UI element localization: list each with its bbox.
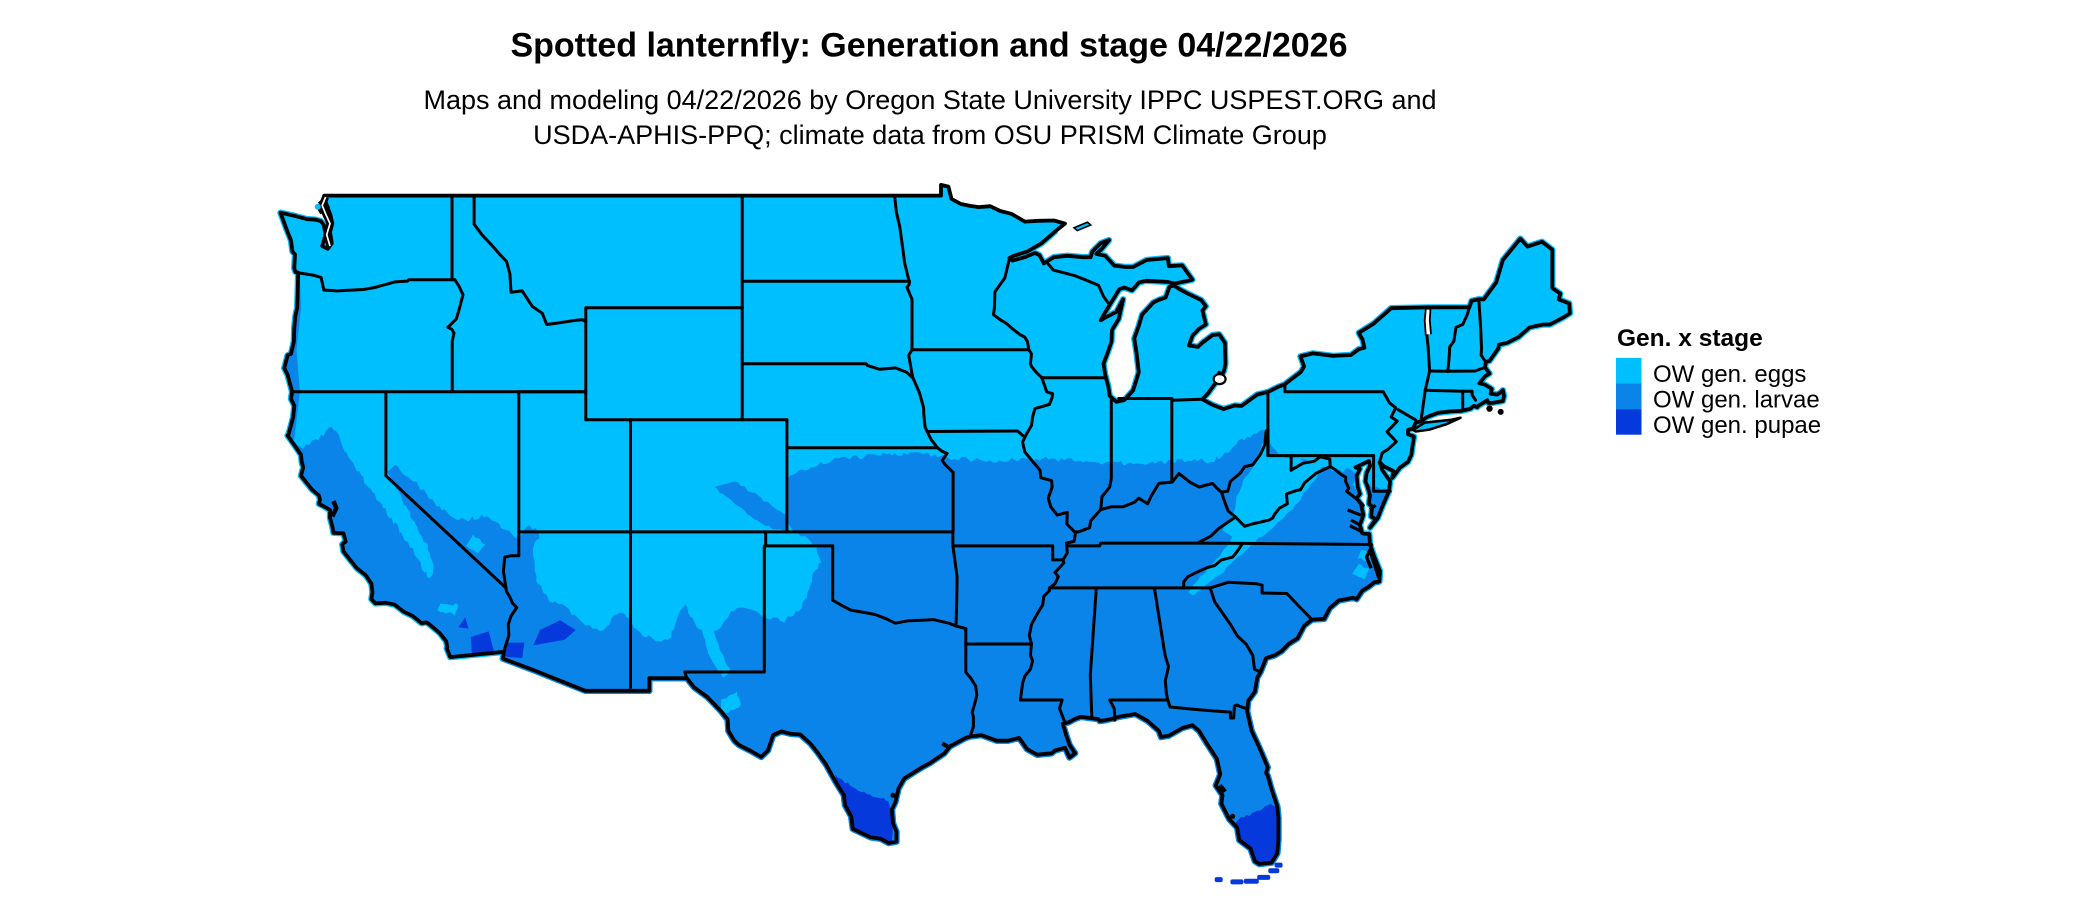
svg-text:Maps and modeling 04/22/2026 b: Maps and modeling 04/22/2026 by Oregon S…	[423, 85, 1436, 115]
svg-text:OW gen. eggs: OW gen. eggs	[1653, 361, 1806, 388]
svg-text:OW gen. larvae: OW gen. larvae	[1653, 387, 1820, 414]
svg-text:OW gen. pupae: OW gen. pupae	[1653, 412, 1821, 439]
svg-text:Spotted lanternfly: Generation: Spotted lanternfly: Generation and stage…	[510, 27, 1347, 65]
svg-text:Gen. x stage: Gen. x stage	[1617, 325, 1763, 352]
svg-text:USDA-APHIS-PPQ; climate data f: USDA-APHIS-PPQ; climate data from OSU PR…	[533, 120, 1327, 150]
